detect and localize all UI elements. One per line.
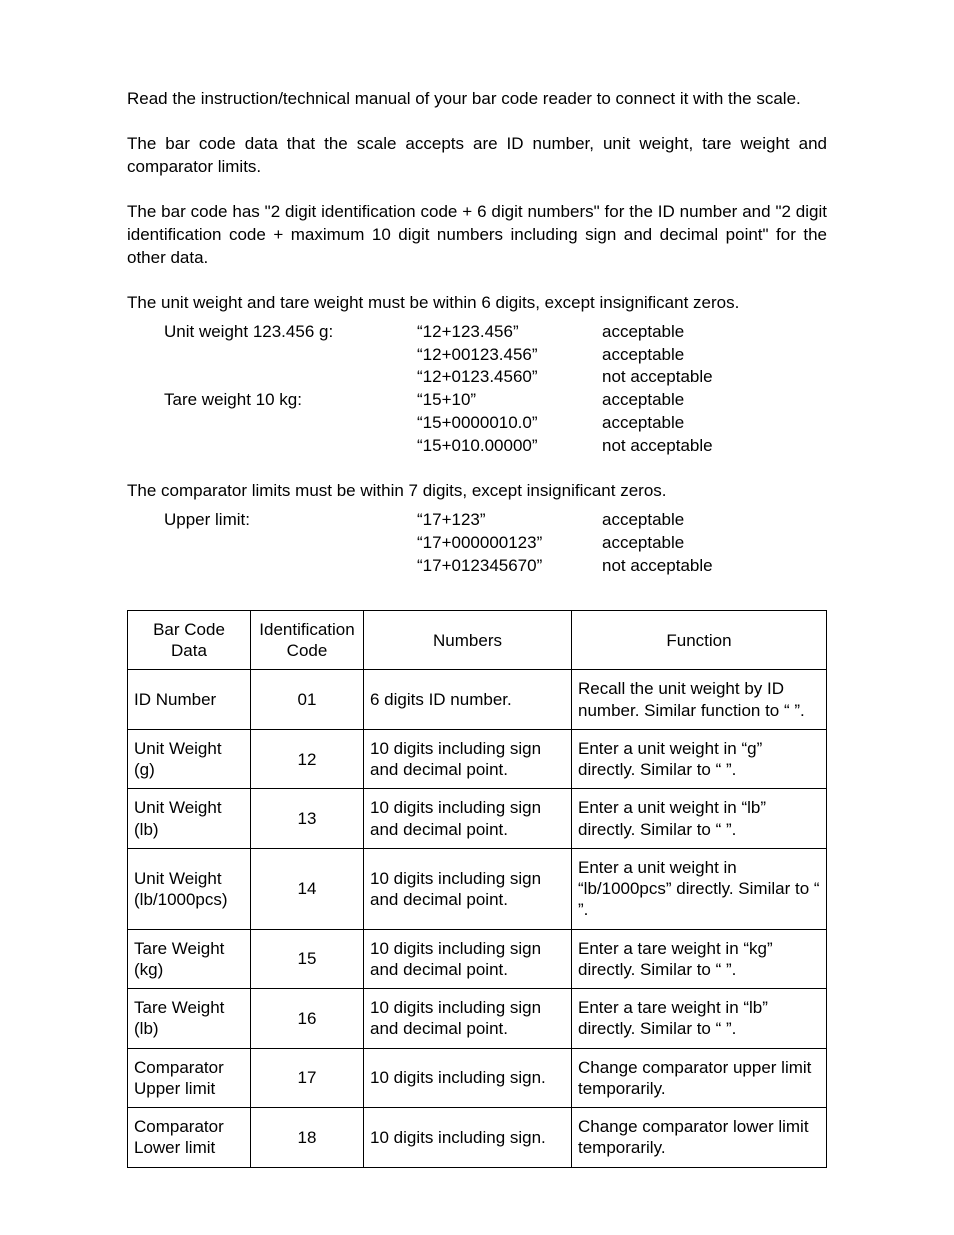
cell-data: Unit Weight (lb) [128, 789, 251, 849]
cell-numbers: 10 digits including sign. [364, 1048, 572, 1108]
table-row: Unit Weight (lb/1000pcs) 14 10 digits in… [128, 848, 827, 929]
examples-comparator: Upper limit: “17+123” acceptable “17+000… [127, 509, 827, 578]
example-row: “15+0000010.0” acceptable [127, 412, 827, 435]
example-code: “15+0000010.0” [417, 412, 602, 435]
cell-id: 16 [251, 989, 364, 1049]
example-status: acceptable [602, 532, 827, 555]
paragraph-format: The bar code has "2 digit identification… [127, 201, 827, 270]
cell-numbers: 6 digits ID number. [364, 670, 572, 730]
example-label: Unit weight 123.456 g: [127, 321, 417, 344]
example-code: “12+00123.456” [417, 344, 602, 367]
cell-numbers: 10 digits including sign and decimal poi… [364, 848, 572, 929]
table-row: Unit Weight (g) 12 10 digits including s… [128, 729, 827, 789]
paragraph-weight-rule: The unit weight and tare weight must be … [127, 292, 827, 315]
example-row: “17+000000123” acceptable [127, 532, 827, 555]
cell-id: 17 [251, 1048, 364, 1108]
cell-numbers: 10 digits including sign and decimal poi… [364, 729, 572, 789]
cell-numbers: 10 digits including sign and decimal poi… [364, 929, 572, 989]
example-row: Tare weight 10 kg: “15+10” acceptable [127, 389, 827, 412]
table-row: Tare Weight (lb) 16 10 digits including … [128, 989, 827, 1049]
cell-numbers: 10 digits including sign. [364, 1108, 572, 1168]
paragraph-intro: Read the instruction/technical manual of… [127, 88, 827, 111]
example-label [127, 555, 417, 578]
example-row: “15+010.00000” not acceptable [127, 435, 827, 458]
example-label [127, 366, 417, 389]
example-status: not acceptable [602, 435, 827, 458]
cell-data: Unit Weight (lb/1000pcs) [128, 848, 251, 929]
example-status: acceptable [602, 509, 827, 532]
header-id-code: Identification Code [251, 610, 364, 670]
example-row: “17+012345670” not acceptable [127, 555, 827, 578]
cell-id: 13 [251, 789, 364, 849]
paragraph-data-types: The bar code data that the scale accepts… [127, 133, 827, 179]
example-label [127, 344, 417, 367]
table-row: Unit Weight (lb) 13 10 digits including … [128, 789, 827, 849]
cell-numbers: 10 digits including sign and decimal poi… [364, 789, 572, 849]
cell-data: Comparator Upper limit [128, 1048, 251, 1108]
cell-function: Change comparator lower limit temporaril… [572, 1108, 827, 1168]
cell-data: Tare Weight (kg) [128, 929, 251, 989]
cell-id: 01 [251, 670, 364, 730]
example-row: “12+0123.4560” not acceptable [127, 366, 827, 389]
cell-function: Enter a tare weight in “kg” directly. Si… [572, 929, 827, 989]
example-label [127, 532, 417, 555]
cell-id: 18 [251, 1108, 364, 1168]
example-label: Upper limit: [127, 509, 417, 532]
examples-weight: Unit weight 123.456 g: “12+123.456” acce… [127, 321, 827, 459]
example-status: acceptable [602, 344, 827, 367]
cell-data: ID Number [128, 670, 251, 730]
cell-function: Recall the unit weight by ID number. Sim… [572, 670, 827, 730]
example-status: acceptable [602, 389, 827, 412]
example-label [127, 435, 417, 458]
example-code: “15+010.00000” [417, 435, 602, 458]
example-row: “12+00123.456” acceptable [127, 344, 827, 367]
header-barcode-data: Bar Code Data [128, 610, 251, 670]
cell-function: Enter a unit weight in “lb/1000pcs” dire… [572, 848, 827, 929]
cell-data: Comparator Lower limit [128, 1108, 251, 1168]
table-row: Comparator Upper limit 17 10 digits incl… [128, 1048, 827, 1108]
cell-function: Enter a unit weight in “lb” directly. Si… [572, 789, 827, 849]
example-status: not acceptable [602, 555, 827, 578]
example-code: “17+000000123” [417, 532, 602, 555]
cell-function: Enter a tare weight in “lb” directly. Si… [572, 989, 827, 1049]
example-code: “17+012345670” [417, 555, 602, 578]
table-row: Tare Weight (kg) 15 10 digits including … [128, 929, 827, 989]
cell-data: Unit Weight (g) [128, 729, 251, 789]
example-status: acceptable [602, 412, 827, 435]
cell-function: Enter a unit weight in “g” directly. Sim… [572, 729, 827, 789]
example-code: “12+123.456” [417, 321, 602, 344]
table-header-row: Bar Code Data Identification Code Number… [128, 610, 827, 670]
example-code: “15+10” [417, 389, 602, 412]
cell-numbers: 10 digits including sign and decimal poi… [364, 989, 572, 1049]
cell-id: 12 [251, 729, 364, 789]
example-label: Tare weight 10 kg: [127, 389, 417, 412]
cell-data: Tare Weight (lb) [128, 989, 251, 1049]
example-code: “12+0123.4560” [417, 366, 602, 389]
paragraph-comparator-rule: The comparator limits must be within 7 d… [127, 480, 827, 503]
header-numbers: Numbers [364, 610, 572, 670]
cell-id: 15 [251, 929, 364, 989]
example-label [127, 412, 417, 435]
header-function: Function [572, 610, 827, 670]
example-code: “17+123” [417, 509, 602, 532]
barcode-table: Bar Code Data Identification Code Number… [127, 610, 827, 1168]
table-row: ID Number 01 6 digits ID number. Recall … [128, 670, 827, 730]
cell-id: 14 [251, 848, 364, 929]
example-status: acceptable [602, 321, 827, 344]
example-row: Upper limit: “17+123” acceptable [127, 509, 827, 532]
table-row: Comparator Lower limit 18 10 digits incl… [128, 1108, 827, 1168]
example-status: not acceptable [602, 366, 827, 389]
example-row: Unit weight 123.456 g: “12+123.456” acce… [127, 321, 827, 344]
cell-function: Change comparator upper limit temporaril… [572, 1048, 827, 1108]
